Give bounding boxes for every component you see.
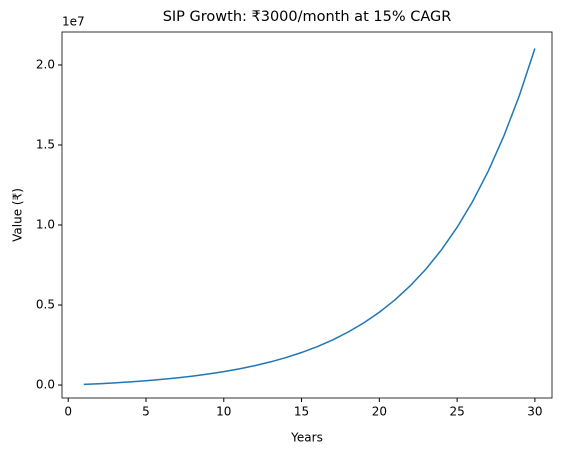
x-tick-label: 25 bbox=[449, 405, 464, 419]
line bbox=[83, 48, 536, 386]
x-tick-label: 10 bbox=[216, 405, 231, 419]
y-tick-label: 1.0 bbox=[36, 218, 55, 232]
y-tick-label: 1.5 bbox=[36, 137, 55, 151]
chart-title: SIP Growth: ₹3000/month at 15% CAGR bbox=[163, 9, 452, 25]
plot-frame bbox=[61, 31, 553, 399]
x-tick-label: 0 bbox=[64, 405, 72, 419]
x-tick-label: 15 bbox=[294, 405, 309, 419]
y-tick-label: 0.5 bbox=[36, 298, 55, 312]
x-tick-label: 30 bbox=[527, 405, 542, 419]
x-axis-label: Years bbox=[290, 431, 323, 445]
x-tick-label: 20 bbox=[372, 405, 387, 419]
y-tick-label: 0.0 bbox=[36, 378, 55, 392]
y-axis-label: Value (₹) bbox=[11, 188, 25, 242]
y-tick-label: 2.0 bbox=[36, 57, 55, 71]
x-tick-label: 5 bbox=[142, 405, 150, 419]
y-offset-label: 1e7 bbox=[62, 15, 85, 29]
